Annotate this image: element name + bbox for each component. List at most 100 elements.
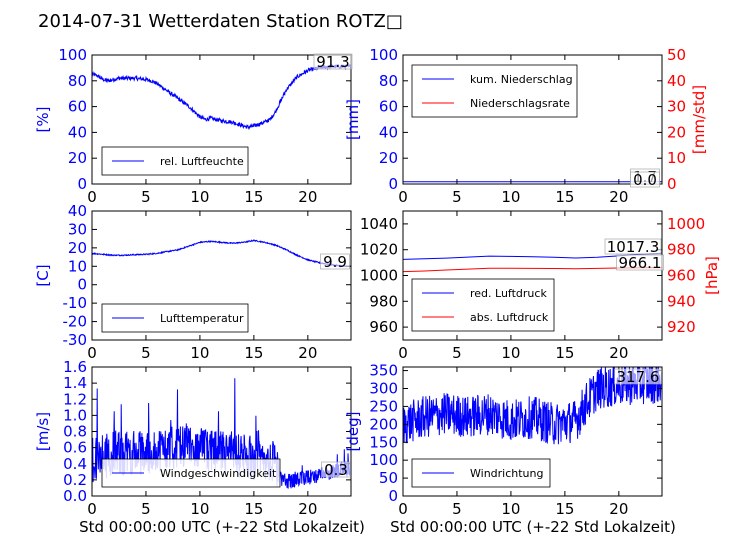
- y-axis-label: [mm]: [344, 99, 362, 140]
- value-annotation: 317.6: [617, 368, 660, 386]
- y-axis-label: [deg]: [344, 412, 362, 452]
- x-tick-label: 5: [452, 188, 462, 206]
- chart-panel-5: 0 5 10 15 20 0.00.20.40.60.81.01.21.41.6 [m/s]…: [34, 358, 352, 518]
- y2-tick-label: 10: [667, 149, 686, 167]
- x-tick-label: 20: [298, 188, 317, 206]
- x-tick-label: 5: [141, 500, 151, 518]
- y-tick-label: 20: [68, 239, 87, 257]
- legend-label: Niederschlagsrate: [470, 97, 570, 110]
- y-tick-label: 1.0: [63, 406, 87, 424]
- y-tick-label: 40: [68, 123, 87, 141]
- x-tick-label: 5: [452, 500, 462, 518]
- chart-panel-6: 0 5 10 15 20050100150200250300350[deg]Windri…: [344, 362, 663, 518]
- x-tick-label: 0: [87, 500, 97, 518]
- x-tick-label: 0: [398, 188, 408, 206]
- y-tick-label: 1.6: [63, 358, 87, 376]
- legend-label: rel. Luftfeuchte: [160, 155, 244, 168]
- y-tick-label: 40: [379, 123, 398, 141]
- x-tick-label: 5: [141, 188, 151, 206]
- legend-label: Lufttemperatur: [160, 312, 244, 325]
- y-tick-label: 0.2: [63, 471, 87, 489]
- y2-axis-label: [mm/std]: [690, 85, 708, 154]
- legend-label: red. Luftdruck: [470, 287, 547, 300]
- chart-panel-4: 0 5 10 15 20 960 980 1000 1020 1040 920 940 960 980 10…: [360, 210, 721, 362]
- x-tick-label: 10: [190, 188, 209, 206]
- x-tick-label: 20: [609, 500, 628, 518]
- y-tick-label: 960: [369, 318, 398, 336]
- y-tick-label: 200: [369, 415, 398, 433]
- y-tick-label: 1040: [360, 215, 398, 233]
- series-line-3-1: [92, 239, 351, 268]
- y-tick-label: 50: [379, 469, 398, 487]
- y2-tick-label: 20: [667, 123, 686, 141]
- y-tick-label: 0.8: [63, 423, 87, 441]
- y-tick-label: 980: [369, 292, 398, 310]
- y-tick-label: 0: [77, 175, 87, 193]
- y-tick-label: 0: [77, 276, 87, 294]
- value-annotation: 1017.3: [607, 238, 660, 256]
- legend-label: Windrichtung: [470, 467, 543, 480]
- y-tick-label: 250: [369, 397, 398, 415]
- y-tick-label: 0.0: [63, 487, 87, 505]
- y2-tick-label: 50: [667, 46, 686, 64]
- y-tick-label: 1000: [360, 267, 398, 285]
- value-annotation: 91.3: [316, 53, 349, 71]
- y2-tick-label: 980: [667, 241, 696, 259]
- value-annotation-box: [614, 368, 662, 385]
- y-tick-label: 40: [68, 202, 87, 220]
- value-annotation-box: [313, 53, 353, 70]
- y-tick-label: 0: [388, 487, 398, 505]
- chart-panel-1: 0 5 10 15 20 0 20 40 60 80 100 [%] rel. Luftfeuchte 9…: [34, 46, 353, 206]
- y-tick-label: 1020: [360, 241, 398, 259]
- x-tick-label: 15: [555, 188, 574, 206]
- y-tick-label: 60: [379, 98, 398, 116]
- legend-box: [411, 278, 555, 332]
- y-tick-label: -10: [63, 294, 88, 312]
- x-tick-label: 0: [398, 344, 408, 362]
- chart-panel-3: 0 5 10 15 20-30-20-10010203040[C]Lufttempera…: [34, 202, 352, 362]
- x-tick-label: 20: [609, 188, 628, 206]
- x-tick-label: 20: [609, 344, 628, 362]
- x-tick-label: 5: [141, 344, 151, 362]
- x-tick-label: 10: [190, 344, 209, 362]
- x-tick-label: 0: [398, 500, 408, 518]
- y-axis-label: [C]: [34, 264, 52, 286]
- y-tick-label: 350: [369, 362, 398, 380]
- y-tick-label: 0: [388, 175, 398, 193]
- y2-tick-label: 960: [667, 267, 696, 285]
- x-axis-label-right: Std 00:00:00 UTC (+-22 Std Lokalzeit): [390, 518, 676, 536]
- value-annotation-box: [321, 461, 351, 478]
- y-tick-label: 100: [58, 46, 87, 64]
- value-annotation-box: [320, 253, 350, 270]
- x-tick-label: 0: [87, 344, 97, 362]
- x-tick-label: 15: [555, 344, 574, 362]
- value-annotation: 0.3: [324, 461, 348, 479]
- y-tick-label: 80: [379, 72, 398, 90]
- y-tick-label: 1.2: [63, 390, 87, 408]
- y2-tick-label: 940: [667, 292, 696, 310]
- y-tick-label: -20: [63, 313, 88, 331]
- x-tick-label: 15: [244, 188, 263, 206]
- legend-box: [411, 64, 578, 118]
- value-annotation: 0.0: [633, 171, 657, 189]
- y2-axis-label: [hPa]: [703, 256, 721, 295]
- y-tick-label: 10: [68, 257, 87, 275]
- y-tick-label: 300: [369, 380, 398, 398]
- y-axis-label: [%]: [34, 107, 52, 133]
- value-annotation-box: [630, 171, 660, 188]
- y2-tick-label: 920: [667, 318, 696, 336]
- y-axis-label: [m/s]: [34, 412, 52, 451]
- plot-frame: [402, 54, 663, 185]
- x-tick-label: 0: [87, 188, 97, 206]
- chart-panel-2: 0 5 10 15 20 0 20 40 60 80 100 0 10 20 30 40 50 [mm] [mm/s…: [344, 46, 708, 206]
- x-tick-label: 15: [244, 344, 263, 362]
- series-line-1-1: [92, 63, 351, 131]
- x-tick-label: 5: [452, 344, 462, 362]
- figure-title: 2014-07-31 Wetterdaten Station ROTZ□: [38, 11, 403, 32]
- x-tick-label: 20: [298, 500, 317, 518]
- y-tick-label: -30: [63, 331, 88, 349]
- plot-frame: [91, 210, 352, 341]
- x-axis-label-left: Std 00:00:00 UTC (+-22 Std Lokalzeit): [79, 518, 365, 536]
- value-annotation-box: [616, 254, 664, 271]
